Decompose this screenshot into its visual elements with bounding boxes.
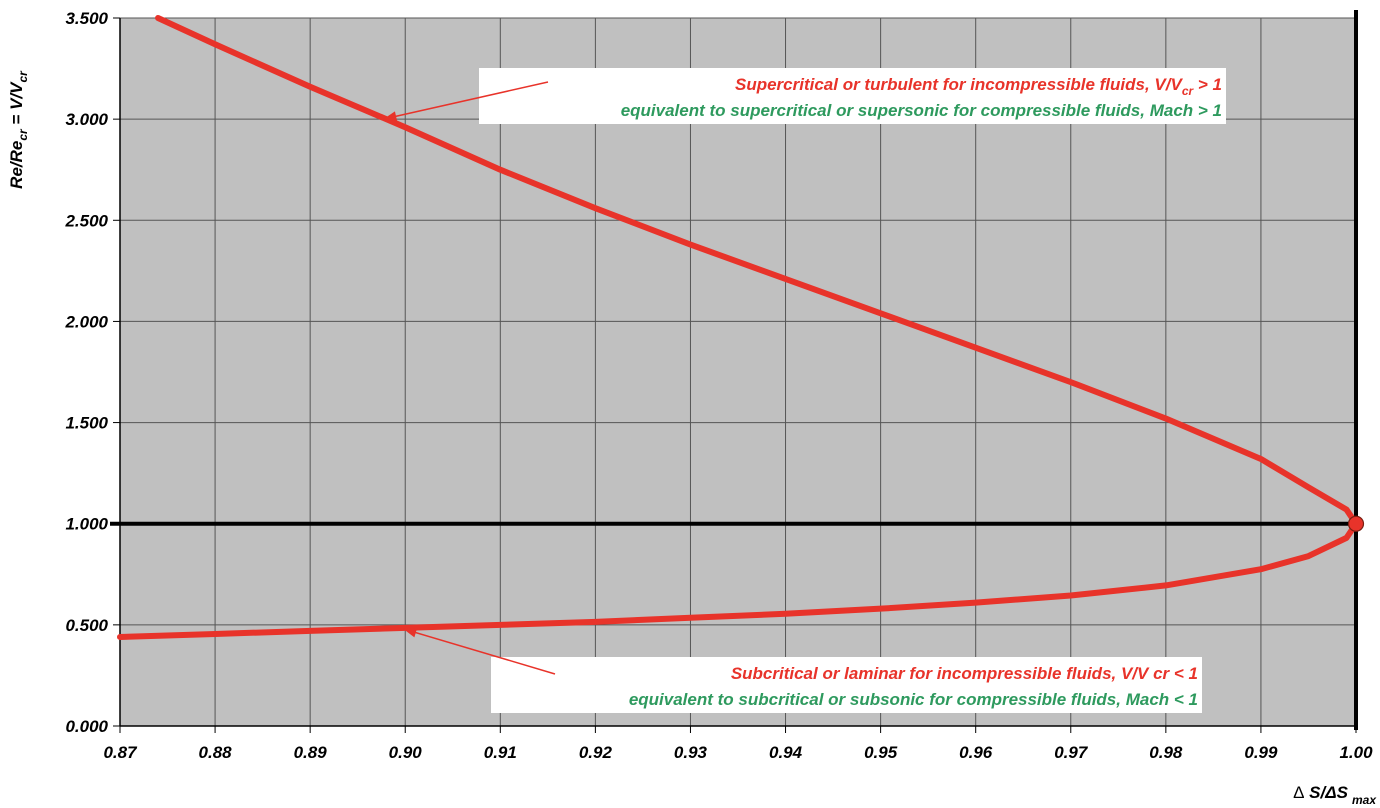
x-tick-label: 0.90 — [389, 743, 423, 762]
annotation-arrow-line — [403, 628, 556, 675]
x-axis-title-main: S/ΔS — [1304, 783, 1348, 802]
annotation-subcritical-line2: equivalent to subcritical or subsonic fo… — [629, 690, 1198, 709]
x-axis-title: Δ S/ΔS max — [1293, 783, 1377, 807]
annotation-arrow-head — [403, 627, 418, 638]
annotation-arrow-line — [383, 81, 549, 120]
x-tick-label: 0.93 — [674, 743, 708, 762]
x-tick-label: 0.94 — [769, 743, 803, 762]
x-tick-label: 0.88 — [199, 743, 233, 762]
x-tick-label: 0.96 — [959, 743, 993, 762]
y-axis-title-part1: Re/Re — [7, 141, 26, 189]
annotation-arrow-head — [383, 111, 398, 122]
y-axis-title: Re/Recr = V/Vcr — [7, 70, 30, 189]
y-tick-label: 3.000 — [65, 110, 108, 129]
annotation-supercritical-line2: equivalent to supercritical or supersoni… — [621, 101, 1222, 120]
critical-point-marker — [1347, 515, 1365, 532]
series — [117, 15, 1365, 640]
x-tick-label: 0.87 — [103, 743, 138, 762]
x-axis-title-symbol: Δ — [1293, 783, 1304, 802]
y-axis-title-part2: = V/V — [7, 81, 26, 129]
reference-lines — [110, 10, 1358, 730]
y-tick-label: 2.500 — [64, 211, 108, 230]
y-tick-label: 3.500 — [65, 9, 108, 28]
annotation-subcritical-line1: Subcritical or laminar for incompressibl… — [731, 664, 1198, 683]
y-tick-label: 0.500 — [65, 616, 108, 635]
annotation-supercritical: Supercritical or turbulent for incompres… — [479, 68, 1226, 124]
annotation-supercritical-line1-sub: cr — [1182, 84, 1195, 98]
annotation-supercritical-box — [479, 68, 1226, 124]
y-tick-label: 1.000 — [65, 515, 108, 534]
x-tick-label: 0.92 — [579, 743, 613, 762]
x-tick-label: 0.91 — [484, 743, 517, 762]
annotation-supercritical-line1-text: Supercritical or turbulent for incompres… — [735, 75, 1183, 94]
y-tick-label: 0.000 — [65, 717, 108, 736]
annotation-subcritical-box — [491, 657, 1202, 713]
y-tick-label: 1.500 — [65, 414, 108, 433]
y-axis-title-sub2: cr — [16, 70, 30, 83]
annotation-supercritical-line1: Supercritical or turbulent for incompres… — [735, 75, 1222, 98]
y-axis-title-sub1: cr — [16, 128, 30, 141]
x-tick-label: 1.00 — [1339, 743, 1373, 762]
annotation-subcritical: Subcritical or laminar for incompressibl… — [491, 657, 1202, 713]
x-tick-label: 0.97 — [1054, 743, 1089, 762]
tick-labels: 0.87 0.88 0.89 0.90 0.91 0.92 0.93 0.94 0.95 0.96… — [64, 9, 1373, 762]
annotation-supercritical-line1-tail: > 1 — [1193, 75, 1222, 94]
x-tick-label: 0.99 — [1244, 743, 1278, 762]
annotation-arrows — [383, 81, 556, 675]
annotation-subcritical-line1-text: Subcritical or laminar for incompressibl… — [731, 664, 1198, 683]
x-tick-label: 0.98 — [1149, 743, 1183, 762]
plot-background — [120, 18, 1356, 726]
y-tick-label: 2.000 — [64, 312, 108, 331]
x-axis-title-sub: max — [1352, 793, 1377, 807]
x-tick-label: 0.95 — [864, 743, 898, 762]
x-tick-label: 0.89 — [294, 743, 328, 762]
